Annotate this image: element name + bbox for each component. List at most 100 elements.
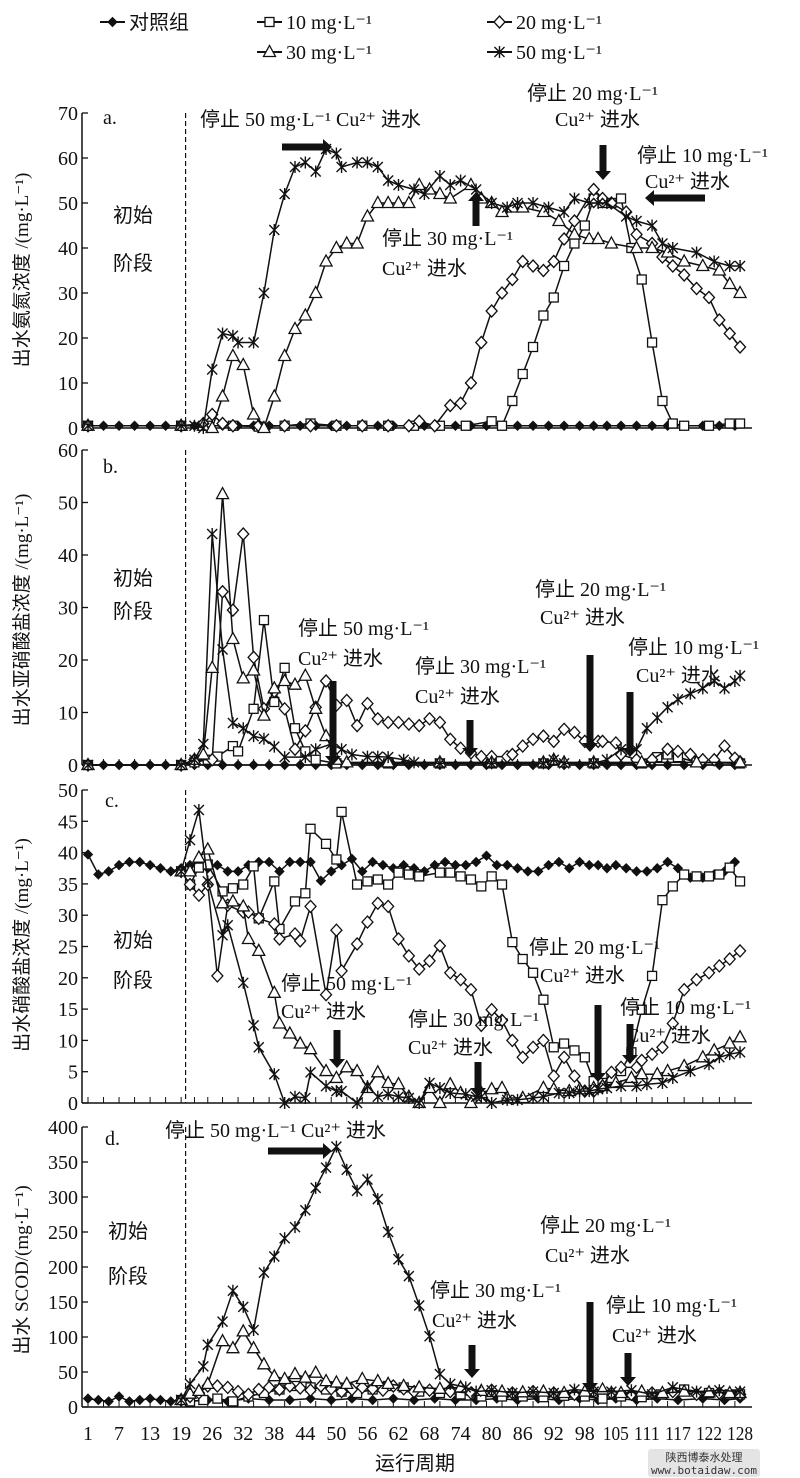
data-point-50mg [361,1173,373,1186]
data-point-control [574,856,585,868]
data-point-20mg [423,953,436,968]
data-point-control [124,856,135,868]
data-point-30mg [401,195,416,209]
data-point-50mg [734,260,746,272]
data-point-30mg [225,348,240,362]
data-point-10mg [548,292,559,303]
data-point-50mg [330,1085,342,1098]
data-point-50mg [424,1330,436,1343]
legend-label: 30 mg·L⁻¹ [286,42,372,64]
data-point-20mg [355,1380,369,1395]
data-point-10mg [445,867,456,878]
data-point-50mg [227,1284,239,1297]
data-point-30mg [391,1076,406,1090]
data-point-50mg [351,1184,363,1197]
data-point-20mg [718,739,731,754]
data-point-50mg [631,1080,643,1093]
phase-label: 初始 [113,204,153,227]
panel-c: 0 5 10 15 20 25 30 35 40 45 50 出水硝酸盐浓度 /(mg·L⁻¹) c. 初… [11,780,752,1115]
panel-label: c. [105,790,119,812]
data-point-50mg [248,1019,260,1032]
data-point-20mg [557,722,571,737]
data-point-50mg [512,197,524,209]
phase-label: 阶段 [113,969,153,992]
data-point-30mg [443,190,458,204]
data-point-control [377,859,389,871]
data-point-50mg [413,1097,425,1109]
series-asterisk [175,804,746,1109]
data-point-control [134,856,145,868]
data-point-10mg [636,274,647,285]
data-point-50mg [501,1093,513,1106]
data-point-20mg [392,715,405,730]
data-point-30mg [484,1081,499,1095]
legend-label: 50 mg·L⁻¹ [516,42,602,64]
series-diamond [81,182,747,433]
data-point-50mg [703,1058,715,1071]
data-point-control [501,859,513,871]
data-point-20mg [210,968,224,983]
data-point-20mg [493,15,506,29]
data-point-control [134,1394,145,1406]
data-point-10mg [657,895,668,906]
data-point-20mg [733,340,747,354]
annotation-text: 停止 30 mg·L⁻¹ [382,227,513,250]
data-point-control [357,866,368,877]
annotation-text: Cu²⁺ 进水 [415,685,500,708]
data-point-20mg [330,923,343,938]
data-point-control [93,1394,104,1406]
data-point-50mg [403,1091,415,1104]
data-point-20mg [526,732,540,747]
data-point-control [326,866,337,877]
data-point-50mg [413,1299,425,1312]
data-point-20mg [605,1065,618,1080]
data-point-20mg [236,527,250,541]
data-point-20mg [371,896,385,911]
y-tick-label: 350 [48,1152,78,1174]
data-point-50mg [398,753,410,766]
data-point-50mg [382,1088,394,1101]
series-asterisk [82,143,746,434]
data-point-30mg [200,1376,215,1390]
data-point-30mg [267,1368,282,1382]
data-point-30mg [246,406,261,420]
data-point-50mg [408,183,420,196]
data-point-30mg [494,204,510,218]
data-point-50mg [543,201,555,214]
data-point-50mg [372,1090,384,1103]
data-point-20mg [568,725,581,740]
data-point-30mg [308,700,323,714]
y-tick-label: 70 [58,103,78,125]
data-point-20mg [547,734,561,749]
data-point-control [82,849,94,860]
data-point-30mg [722,1035,737,1049]
data-point-30mg [298,307,313,321]
data-point-50mg [553,1086,565,1099]
data-point-20mg [537,1033,550,1048]
data-point-30mg [191,849,206,863]
data-point-50mg [460,1088,472,1101]
data-point-10mg [212,1393,223,1404]
data-point-50mg [527,197,539,209]
annotation: 停止 20 mg·L⁻¹ Cu²⁺ 进水 [535,578,666,752]
data-point-50mg [434,170,446,182]
data-point-50mg [615,1080,627,1093]
data-point-30mg [689,754,704,768]
x-tick-label: 19 [171,1423,191,1445]
data-point-10mg [517,368,528,380]
data-point-50mg [310,743,322,756]
data-point-30mg [236,1323,251,1337]
data-point-20mg [645,1047,659,1062]
data-point-control [662,856,673,868]
data-point-30mg [215,1333,230,1347]
data-point-10mg [486,871,497,882]
data-point-20mg [216,416,229,431]
data-point-10mg [465,874,477,885]
y-tick-label: 10 [58,1030,78,1052]
data-point-30mg [582,231,597,245]
data-point-control [274,866,285,877]
data-point-50mg [506,1387,518,1399]
data-point-50mg [631,215,643,227]
panel-label: b. [103,456,118,478]
data-point-50mg [667,1381,679,1394]
